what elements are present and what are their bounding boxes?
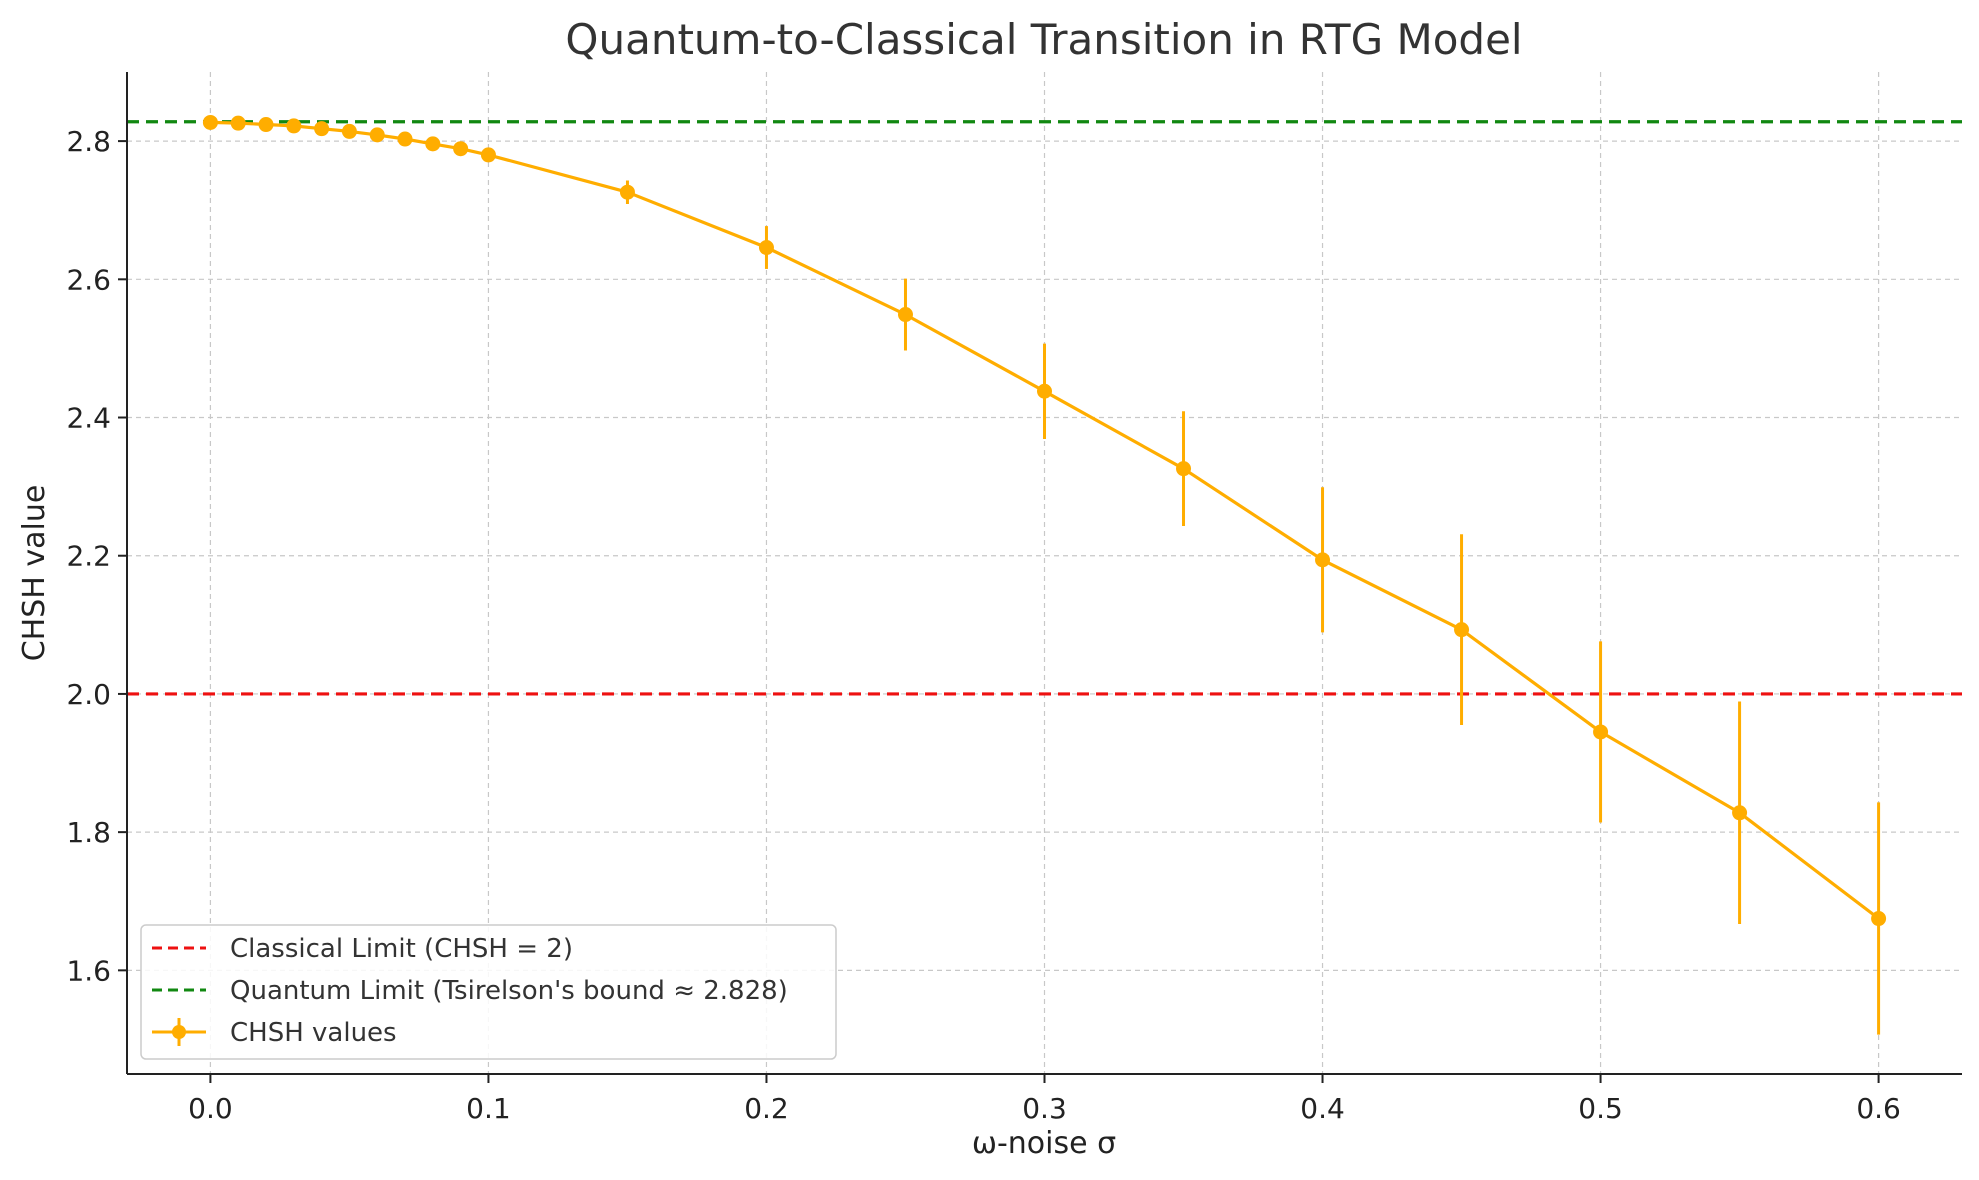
chart-title: Quantum-to-Classical Transition in RTG M… [565, 15, 1522, 64]
chsh-data-point [314, 121, 330, 137]
series-layer [202, 114, 1887, 1035]
chsh-data-point [480, 147, 496, 163]
legend-quantum-label: Quantum Limit (Tsirelson's bound ≈ 2.828… [230, 976, 788, 1006]
chsh-data-point [1593, 724, 1609, 740]
legend-series-swatch-marker [172, 1025, 186, 1039]
chsh-data-point [369, 127, 385, 143]
legend-classical-label: Classical Limit (CHSH = 2) [230, 934, 573, 964]
chsh-data-point [897, 307, 913, 323]
x-tick-label: 0.6 [1856, 1092, 1901, 1125]
y-tick-label: 1.6 [66, 954, 111, 987]
y-tick-label: 2.2 [66, 540, 111, 573]
legend-series-label: CHSH values [230, 1018, 397, 1048]
chsh-data-point [202, 114, 218, 130]
y-tick-label: 2.6 [66, 263, 111, 296]
y-tick-label: 2.8 [66, 125, 111, 158]
y-tick-label: 2.4 [66, 402, 111, 435]
chsh-data-point [1732, 805, 1748, 821]
chsh-data-point [1315, 552, 1331, 568]
legend-box [140, 924, 837, 1060]
reference-lines [127, 120, 1962, 696]
x-axis-title: ω-noise σ [972, 1126, 1116, 1161]
chsh-data-point [1037, 383, 1052, 399]
chsh-data-point [1871, 911, 1887, 927]
x-tick-label: 0.2 [744, 1092, 789, 1125]
chsh-data-point [397, 131, 413, 147]
x-tick-label: 0.0 [188, 1092, 233, 1125]
x-tick-label: 0.5 [1578, 1092, 1623, 1125]
chsh-data-point [453, 141, 469, 157]
chsh-data-point [619, 184, 635, 200]
y-tick-label: 1.8 [66, 816, 111, 849]
chsh-data-point [230, 115, 246, 131]
x-tick-label: 0.4 [1300, 1092, 1345, 1125]
x-tick-label: 0.3 [1022, 1092, 1067, 1125]
chsh-data-point [258, 117, 274, 133]
chsh-data-point [286, 118, 302, 134]
y-axis-title: CHSH value [17, 485, 52, 662]
legend: Classical Limit (CHSH = 2) Quantum Limit… [140, 924, 837, 1060]
chsh-data-point [1176, 461, 1192, 477]
chsh-data-point [758, 240, 774, 256]
chsh-data-point [1454, 622, 1470, 638]
y-tick-label: 2.0 [66, 678, 111, 711]
chsh-data-point [425, 136, 441, 152]
x-tick-label: 0.1 [466, 1092, 511, 1125]
ticks: 0.0 0.1 0.2 0.3 0.4 0.5 0.6 1.6 1.8 2.0 2.2 2.4 2.6 2… [66, 125, 1900, 1125]
chsh-data-point [341, 123, 357, 139]
